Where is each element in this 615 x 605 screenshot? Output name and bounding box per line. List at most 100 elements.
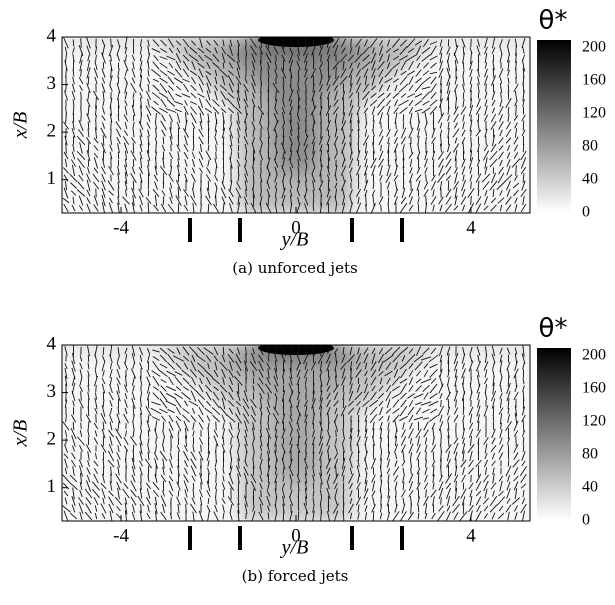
vector: [191, 61, 196, 70]
vector: [414, 100, 423, 106]
vector: [476, 346, 481, 356]
vector: [505, 128, 512, 138]
vector: [491, 437, 496, 445]
vector: [140, 413, 142, 424]
vector: [468, 422, 474, 430]
vector: [422, 417, 430, 420]
vector: [407, 393, 415, 399]
vector: [198, 414, 204, 423]
vector: [267, 37, 270, 49]
vector: [289, 84, 293, 92]
vector: [475, 459, 482, 468]
vector: [131, 137, 136, 144]
vector: [155, 128, 157, 138]
vector: [174, 101, 183, 105]
vector: [192, 144, 195, 152]
vector: [462, 92, 465, 99]
vector: [101, 83, 106, 93]
vector: [125, 189, 127, 197]
vector: [78, 497, 84, 505]
vector: [342, 385, 345, 392]
vector: [424, 167, 428, 174]
vector: [212, 414, 220, 423]
vector: [326, 119, 331, 132]
vector: [399, 415, 408, 422]
vector: [124, 91, 128, 100]
vector: [289, 474, 293, 483]
vector: [505, 421, 512, 431]
vector: [506, 145, 511, 151]
vector: [63, 167, 69, 174]
vector: [86, 37, 91, 49]
vector: [109, 383, 113, 394]
vector: [370, 369, 377, 378]
vector: [235, 106, 242, 115]
vector: [64, 90, 68, 101]
vector: [356, 165, 361, 176]
vector: [222, 172, 225, 184]
vector: [334, 182, 338, 189]
vector: [461, 428, 466, 439]
vector: [378, 360, 384, 372]
vector: [391, 393, 401, 399]
vector: [124, 399, 128, 408]
vector: [181, 369, 191, 378]
vector: [432, 465, 435, 477]
vector: [266, 376, 271, 386]
vector: [445, 444, 452, 453]
vector: [492, 473, 495, 484]
vector: [490, 143, 497, 153]
vector: [305, 84, 307, 92]
vector: [153, 174, 159, 182]
vector: [108, 391, 114, 401]
vector: [439, 204, 443, 212]
vector: [192, 430, 195, 437]
vector: [236, 60, 241, 71]
vector: [408, 400, 414, 407]
vector: [281, 106, 286, 115]
vector: [177, 164, 180, 177]
vector: [386, 84, 391, 92]
vector: [349, 383, 353, 394]
vector: [222, 475, 225, 482]
vector: [342, 60, 345, 71]
vector: [87, 142, 90, 154]
vector: [319, 144, 323, 152]
vector: [349, 427, 353, 440]
vector: [100, 444, 107, 453]
vector: [492, 382, 495, 395]
vector: [468, 482, 474, 490]
vector: [341, 91, 346, 100]
vector: [110, 54, 112, 62]
vector: [341, 437, 346, 445]
vector: [470, 377, 472, 385]
vector: [385, 408, 392, 414]
vector: [69, 481, 78, 491]
vector: [199, 489, 203, 498]
vector: [215, 474, 217, 483]
vector: [506, 180, 511, 191]
vector: [234, 376, 243, 386]
vector: [169, 196, 173, 205]
vector: [274, 355, 278, 362]
vector: [461, 179, 466, 192]
vector: [422, 70, 430, 76]
vector: [409, 167, 413, 174]
vector: [380, 204, 382, 212]
vector: [423, 189, 429, 197]
vector: [446, 450, 451, 462]
vector: [296, 443, 301, 454]
vector: [469, 354, 473, 363]
vector: [365, 420, 367, 432]
vector: [439, 475, 443, 482]
vector: [380, 475, 382, 482]
vector: [447, 353, 450, 364]
vector: [117, 407, 120, 415]
vector: [101, 68, 106, 78]
vector: [507, 407, 510, 415]
vector: [214, 504, 218, 513]
plume-core: [206, 37, 386, 173]
vector: [175, 362, 182, 370]
vector: [176, 512, 181, 520]
vector: [132, 195, 135, 206]
